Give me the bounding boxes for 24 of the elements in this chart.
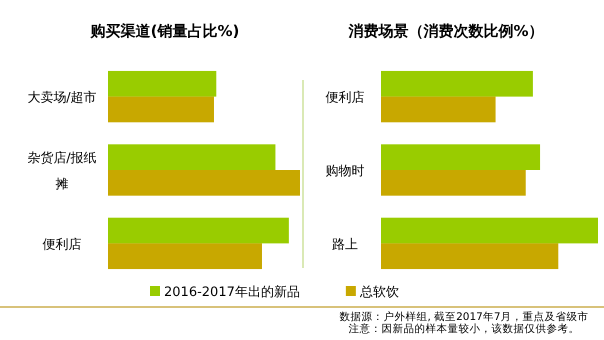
y-tick-label: 路上 (332, 237, 358, 252)
bar (381, 170, 526, 196)
bar (381, 144, 540, 170)
bar (381, 96, 496, 122)
bar (108, 70, 216, 97)
chart-title: 消费场景（消费次数比例%） (347, 22, 544, 40)
chart-title: 购买渠道(销量占比%) (90, 22, 240, 40)
legend-label: 2016-2017年出的新品 (164, 285, 300, 300)
bar (381, 70, 533, 97)
text: 数据源：户外样组, 截至2017年7月，重点及省级市 (339, 310, 589, 323)
bar (381, 218, 598, 244)
y-tick-label: 杂货店/报纸摊 (27, 150, 97, 192)
legend-label: 总软饮 (358, 285, 399, 300)
bar (108, 243, 262, 270)
text: 注意：因新品的样本量较小，该数据仅供参考。 (348, 322, 580, 335)
y-tick-label: 购物时 (326, 164, 364, 179)
y-tick-label: 便利店 (326, 90, 364, 106)
bar (108, 218, 289, 244)
y-tick-label: 便利店 (42, 236, 82, 252)
y-tick-label: 大卖场/超市 (27, 90, 97, 106)
bar (381, 243, 558, 270)
bar (108, 96, 214, 122)
bar (108, 144, 276, 170)
bar (108, 170, 300, 196)
